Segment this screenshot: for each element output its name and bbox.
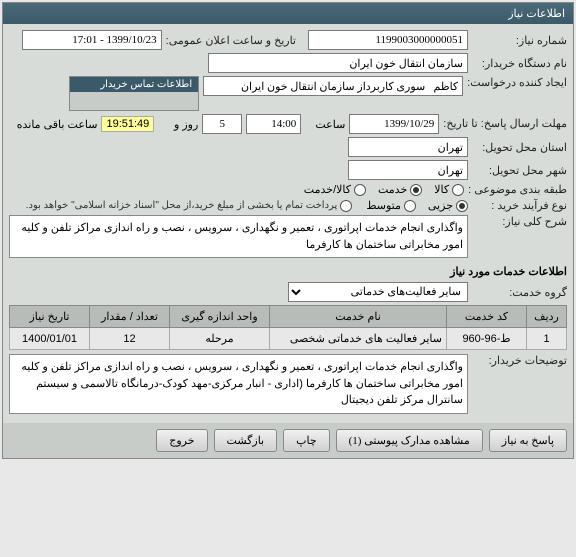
days-label: روز و — [158, 118, 198, 131]
info-panel: اطلاعات نیاز شماره نیاز: تاریخ و ساعت اع… — [2, 2, 574, 459]
attachments-button[interactable]: مشاهده مدارک پیوستی (1) — [336, 429, 483, 452]
buyer-notes-label: توضیحات خریدار: — [472, 354, 567, 367]
row-deadline: مهلت ارسال پاسخ: تا تاریخ: ساعت روز و 19… — [9, 114, 567, 134]
respond-button[interactable]: پاسخ به نیاز — [489, 429, 567, 452]
row-buyer-notes: توضیحات خریدار: واگذاری انجام خدمات اپرا… — [9, 354, 567, 414]
process-note-item: پرداخت تمام یا بخشی از مبلغ خرید،از محل … — [26, 200, 353, 212]
category-label: طبقه بندی موضوعی : — [468, 183, 567, 196]
process-note: پرداخت تمام یا بخشی از مبلغ خرید،از محل … — [26, 200, 338, 211]
td-qty: 12 — [90, 328, 170, 350]
deadline-label: مهلت ارسال پاسخ: تا تاریخ: — [443, 117, 567, 131]
remaining-label: ساعت باقی مانده — [17, 118, 98, 131]
table-row[interactable]: 1 ط-96-960 سایر فعالیت های خدماتی شخصی م… — [10, 328, 567, 350]
radio-service[interactable]: خدمت — [378, 183, 422, 196]
org-label: نام دستگاه خریدار: — [472, 57, 567, 70]
row-category: طبقه بندی موضوعی : کالا خدمت کالا/خدمت — [9, 183, 567, 196]
announce-input[interactable] — [22, 30, 162, 50]
radio-goods-service-icon — [354, 184, 366, 196]
panel-title: اطلاعات نیاز — [3, 3, 573, 24]
services-title: اطلاعات خدمات مورد نیاز — [9, 261, 567, 282]
radio-medium-label: متوسط — [366, 199, 401, 212]
radio-partial-icon — [456, 200, 468, 212]
timer-value: 19:51:49 — [101, 116, 154, 132]
radio-goods-service-label: کالا/خدمت — [304, 183, 351, 196]
radio-note-icon — [340, 200, 352, 212]
service-group-select[interactable]: سایر فعالیت‌های خدماتی — [288, 282, 468, 302]
radio-partial[interactable]: جزیی — [428, 199, 468, 212]
radio-goods-icon — [452, 184, 464, 196]
exit-button[interactable]: خروج — [156, 429, 207, 452]
creator-input[interactable] — [203, 76, 463, 96]
radio-service-label: خدمت — [378, 183, 407, 196]
button-row: پاسخ به نیاز مشاهده مدارک پیوستی (1) چاپ… — [3, 423, 573, 458]
row-service-group: گروه خدمت: سایر فعالیت‌های خدماتی — [9, 282, 567, 302]
th-name: نام خدمت — [270, 306, 447, 328]
row-desc: شرح کلی نیاز: واگذاری انجام خدمات اپراتو… — [9, 215, 567, 258]
row-creator: ایجاد کننده درخواست: اطلاعات تماس خریدار — [9, 76, 567, 111]
deadline-time-input[interactable] — [246, 114, 301, 134]
process-radio-group: جزیی متوسط — [366, 199, 468, 212]
radio-goods-label: کالا — [434, 183, 449, 196]
services-table: ردیف کد خدمت نام خدمت واحد اندازه گیری ت… — [9, 305, 567, 350]
contact-panel-title: اطلاعات تماس خریدار — [70, 77, 198, 92]
row-process: نوع فرآیند خرید : جزیی متوسط پرداخت تمام… — [9, 199, 567, 212]
row-org: نام دستگاه خریدار: — [9, 53, 567, 73]
radio-goods-service[interactable]: کالا/خدمت — [304, 183, 366, 196]
row-need-number: شماره نیاز: تاریخ و ساعت اعلان عمومی: — [9, 30, 567, 50]
th-row: ردیف — [527, 306, 567, 328]
table-header-row: ردیف کد خدمت نام خدمت واحد اندازه گیری ت… — [10, 306, 567, 328]
province-input[interactable] — [348, 137, 468, 157]
td-num: 1 — [527, 328, 567, 350]
radio-partial-label: جزیی — [428, 199, 453, 212]
days-input[interactable] — [202, 114, 242, 134]
radio-goods[interactable]: کالا — [434, 183, 464, 196]
td-unit: مرحله — [170, 328, 270, 350]
contact-panel: اطلاعات تماس خریدار — [69, 76, 199, 111]
desc-text: واگذاری انجام خدمات اپراتوری ، تعمیر و ن… — [9, 215, 468, 258]
row-province: استان محل تحویل: — [9, 137, 567, 157]
th-unit: واحد اندازه گیری — [170, 306, 270, 328]
back-button[interactable]: بازگشت — [214, 429, 278, 452]
service-group-label: گروه خدمت: — [472, 286, 567, 299]
need-number-label: شماره نیاز: — [472, 34, 567, 47]
td-code: ط-96-960 — [447, 328, 527, 350]
panel-body: شماره نیاز: تاریخ و ساعت اعلان عمومی: نا… — [3, 24, 573, 423]
th-qty: تعداد / مقدار — [90, 306, 170, 328]
city-input[interactable] — [348, 160, 468, 180]
radio-medium-icon — [404, 200, 416, 212]
th-code: کد خدمت — [447, 306, 527, 328]
time-label: ساعت — [305, 118, 345, 131]
need-number-input[interactable] — [308, 30, 468, 50]
radio-service-icon — [410, 184, 422, 196]
process-label: نوع فرآیند خرید : — [472, 199, 567, 212]
print-button[interactable]: چاپ — [283, 429, 330, 452]
province-label: استان محل تحویل: — [472, 141, 567, 154]
row-city: شهر محل تحویل: — [9, 160, 567, 180]
td-name: سایر فعالیت های خدماتی شخصی — [270, 328, 447, 350]
city-label: شهر محل تحویل: — [472, 164, 567, 177]
desc-label: شرح کلی نیاز: — [472, 215, 567, 228]
announce-label: تاریخ و ساعت اعلان عمومی: — [166, 34, 296, 47]
category-radio-group: کالا خدمت کالا/خدمت — [304, 183, 464, 196]
buyer-notes-text: واگذاری انجام خدمات اپراتوری ، تعمیر و ن… — [9, 354, 468, 414]
th-date: تاریخ نیاز — [10, 306, 90, 328]
radio-medium[interactable]: متوسط — [366, 199, 416, 212]
td-date: 1400/01/01 — [10, 328, 90, 350]
creator-label: ایجاد کننده درخواست: — [467, 76, 567, 90]
org-input[interactable] — [208, 53, 468, 73]
deadline-date-input[interactable] — [349, 114, 439, 134]
